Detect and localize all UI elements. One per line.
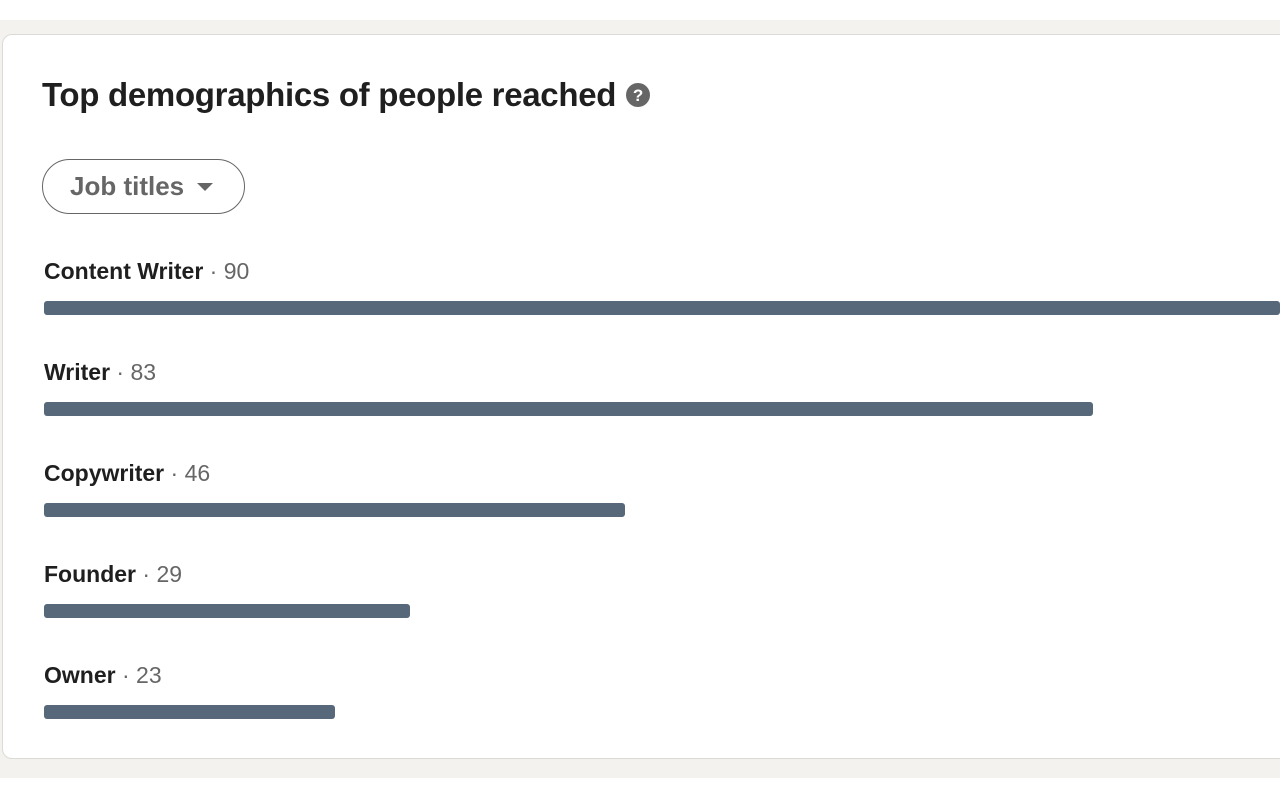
caret-down-icon	[197, 182, 214, 191]
demographic-count: 83	[130, 359, 157, 385]
demographic-count: 23	[136, 662, 162, 688]
demographic-row: Writer · 83	[44, 357, 1093, 416]
separator-dot: ·	[115, 662, 137, 688]
demographic-name: Writer	[44, 359, 111, 385]
demographic-row-label: Content Writer · 90	[44, 256, 249, 286]
separator-dot: ·	[110, 359, 131, 385]
separator-dot: ·	[136, 561, 157, 587]
page-top-band	[0, 0, 1280, 20]
card-header: Top demographics of people reached ?	[42, 76, 651, 114]
demographic-row: Owner · 23	[44, 660, 335, 719]
card-title: Top demographics of people reached	[42, 76, 617, 113]
demographics-card	[2, 34, 1280, 759]
demographic-name: Content Writer	[44, 258, 204, 284]
demographic-bar	[44, 705, 335, 719]
demographic-row: Founder · 29	[44, 559, 410, 618]
separator-dot: ·	[203, 258, 224, 284]
demographic-row-label: Copywriter · 46	[44, 458, 210, 488]
demographic-row-label: Owner · 23	[44, 660, 162, 690]
demographic-count: 29	[156, 561, 183, 587]
job-titles-dropdown[interactable]: Job titles	[42, 159, 245, 214]
demographic-row-label: Writer · 83	[44, 357, 156, 387]
demographic-count: 46	[184, 460, 211, 486]
demographic-bar	[44, 301, 1280, 315]
demographic-name: Copywriter	[44, 460, 165, 486]
demographic-name: Founder	[44, 561, 136, 587]
separator-dot: ·	[164, 460, 185, 486]
demographic-count: 90	[223, 258, 250, 284]
demographic-bar	[44, 503, 625, 517]
question-circle-icon[interactable]: ?	[626, 83, 651, 107]
demographic-row: Content Writer · 90	[44, 256, 1280, 315]
dropdown-selected-label: Job titles	[70, 171, 185, 201]
demographic-name: Owner	[44, 662, 116, 688]
demographic-bar	[44, 402, 1093, 416]
demographic-bar	[44, 604, 410, 618]
page-bottom-band	[0, 778, 1280, 800]
demographic-row: Copywriter · 46	[44, 458, 625, 517]
demographic-row-label: Founder · 29	[44, 559, 182, 589]
